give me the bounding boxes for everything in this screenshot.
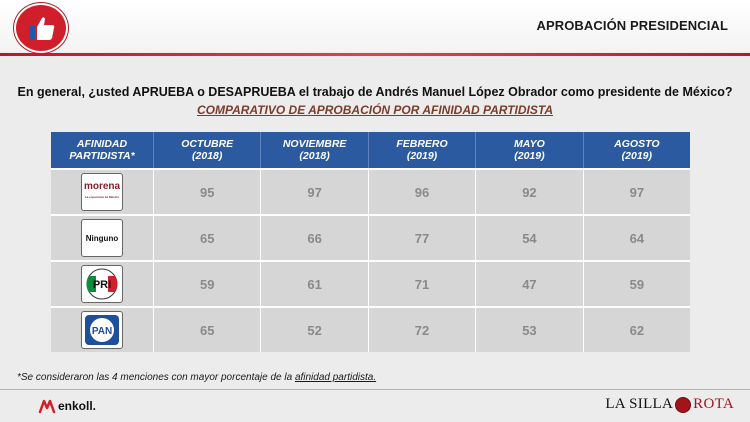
table-row: Ninguno 65 66 77 54 64: [51, 214, 690, 260]
column-header-line1: FEBRERO: [396, 138, 448, 150]
la-silla-rota-logo: LA SILLA ROTA: [605, 396, 734, 413]
la-silla-text: LA SILLA: [605, 396, 674, 412]
value-cell: 64: [629, 230, 645, 246]
pri-logo-icon: PRI: [86, 268, 118, 300]
header-divider: [0, 53, 750, 56]
value-cell: 59: [629, 276, 645, 292]
column-header-line2: (2018): [299, 150, 330, 162]
column-header-febrero: FEBRERO (2019): [369, 132, 477, 168]
value-cell: 95: [154, 170, 262, 214]
value-cell: 61: [261, 262, 369, 306]
party-cell: morena La esperanza de México: [51, 170, 154, 214]
survey-question: En general, ¿usted APRUEBA o DESAPRUEBA …: [17, 85, 733, 99]
column-header-line1: AGOSTO: [614, 138, 660, 150]
value-cell: 54: [476, 216, 584, 260]
party-cell: PRI: [51, 262, 154, 306]
pan-logo-text: PAN: [92, 326, 112, 337]
column-header-line1: NOVIEMBRE: [282, 138, 347, 150]
table-row: PRI 59 61 71 47 59: [51, 260, 690, 306]
value-cell: 77: [369, 216, 477, 260]
value-cell: 96: [369, 170, 477, 214]
footnote: *Se consideraron las 4 menciones con may…: [17, 372, 376, 383]
rota-text: ROTA: [693, 396, 734, 412]
column-header-line1: OCTUBRE: [181, 138, 234, 150]
party-cell: PAN: [51, 308, 154, 352]
morena-logo: morena La esperanza de México: [81, 173, 123, 211]
page-title: APROBACIÓN PRESIDENCIAL: [536, 18, 728, 33]
brand-logo: [14, 3, 68, 53]
column-header-octubre: OCTUBRE (2018): [154, 132, 262, 168]
column-header-mayo: MAYO (2019): [476, 132, 584, 168]
column-header-line2: (2019): [406, 150, 438, 162]
value-cell: 66: [261, 216, 369, 260]
value-cell: 62: [629, 322, 645, 338]
ninguno-logo: Ninguno: [81, 219, 123, 257]
morena-logo-subtext: La esperanza de México: [84, 195, 120, 199]
value-cell: 92: [476, 170, 584, 214]
column-header-afinidad: AFINIDAD PARTIDISTA*: [51, 132, 154, 168]
value-cell: 53: [476, 308, 584, 352]
column-header-line2: PARTIDISTA*: [69, 150, 135, 162]
value-cell: 65: [154, 308, 262, 352]
value-cell: 71: [369, 262, 477, 306]
column-header-line1: MAYO: [514, 138, 545, 150]
thumbs-up-icon: [29, 17, 55, 40]
value-cell: 52: [261, 308, 369, 352]
seal-icon: [675, 396, 692, 413]
value-cell: 59: [154, 262, 262, 306]
column-header-agosto: AGOSTO (2019): [584, 132, 690, 168]
column-header-line2: (2019): [514, 150, 545, 162]
table-row: morena La esperanza de México 95 97 96 9…: [51, 168, 690, 214]
value-cell: 97: [261, 170, 369, 214]
footnote-text: *Se consideraron las 4 menciones con may…: [17, 372, 295, 383]
value-cell: 65: [154, 216, 262, 260]
approval-table: AFINIDAD PARTIDISTA* OCTUBRE (2018) NOVI…: [51, 132, 690, 352]
value-cell: 47: [476, 262, 584, 306]
enkoll-mark-icon: [38, 399, 56, 414]
footer-divider: [0, 389, 750, 390]
pri-logo-text: PRI: [93, 279, 111, 291]
party-cell: Ninguno: [51, 216, 154, 260]
table-row: PAN 65 52 72 53 62: [51, 306, 690, 352]
enkoll-logo: enkoll.: [38, 398, 96, 414]
pan-logo: PAN: [81, 311, 123, 349]
value-cell: 72: [369, 308, 477, 352]
value-cell: 97: [629, 184, 645, 200]
header-bar: APROBACIÓN PRESIDENCIAL: [0, 0, 750, 53]
column-header-line2: (2019): [621, 150, 652, 162]
enkoll-brand-text: enkoll.: [58, 399, 97, 413]
ninguno-logo-text: Ninguno: [85, 233, 119, 243]
column-header-line2: (2018): [192, 150, 223, 162]
pri-logo: PRI: [81, 265, 123, 303]
morena-logo-text: morena: [83, 181, 121, 192]
footnote-underlined: afinidad partidista.: [294, 372, 377, 383]
pan-logo-icon: PAN: [85, 315, 119, 345]
table-header: AFINIDAD PARTIDISTA* OCTUBRE (2018) NOVI…: [51, 132, 690, 168]
table-subtitle: COMPARATIVO DE APROBACIÓN POR AFINIDAD P…: [196, 103, 553, 117]
column-header-noviembre: NOVIEMBRE (2018): [261, 132, 369, 168]
column-header-line1: AFINIDAD: [76, 138, 128, 150]
